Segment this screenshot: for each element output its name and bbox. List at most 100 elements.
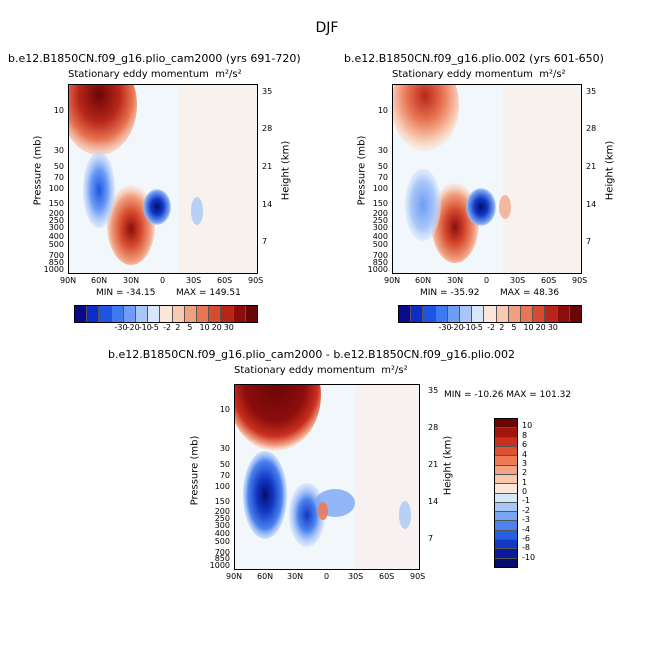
colorbar-swatch	[495, 512, 517, 522]
tick-label: 7	[428, 534, 434, 543]
panel-2-ylabel-right: Height (km)	[604, 140, 616, 201]
tick-label: 1000	[43, 265, 64, 274]
colorbar-swatch	[160, 306, 173, 322]
colorbar-swatch	[447, 306, 461, 322]
panel-1-units: m²/s²	[215, 69, 242, 80]
panel-3-ylabel-right: Height (km)	[442, 435, 454, 496]
colorbar-swatch	[495, 540, 517, 550]
panel-1-plot	[68, 84, 258, 274]
colorbar-swatch	[557, 306, 570, 322]
colorbar-swatch	[99, 306, 112, 322]
tick-label: 28	[428, 423, 439, 432]
tick-label: 35	[428, 386, 439, 395]
tick-label: 21	[262, 162, 273, 171]
colorbar-label: -3	[522, 515, 530, 525]
colorbar-swatch	[496, 306, 509, 322]
colorbar-swatch	[495, 493, 517, 503]
tick-label: 850	[48, 258, 64, 267]
panel-2-plot	[392, 84, 582, 274]
tick-label: 300	[214, 521, 230, 530]
colorbar-swatch	[495, 419, 517, 429]
panel-1-field	[69, 85, 257, 273]
colorbar-swatch	[569, 306, 582, 322]
tick-label: 90S	[410, 572, 426, 581]
colorbar-swatch	[136, 306, 149, 322]
tick-label: 500	[214, 537, 230, 546]
tick-label: 70	[219, 471, 230, 480]
colorbar-swatch	[460, 306, 473, 322]
colorbar-label: -4	[522, 524, 530, 534]
colorbar-label: 1	[522, 477, 528, 487]
tick-label: 30	[377, 146, 388, 155]
tick-label: 10	[53, 106, 64, 115]
tick-label: 30N	[123, 276, 140, 285]
colorbar-label: -20	[126, 323, 140, 332]
panel-2-lat-ticks: 90N 60N 30N 0 30S 60S 90S	[384, 276, 588, 288]
tick-label: 14	[428, 497, 439, 506]
panel-3-colorbar	[494, 418, 518, 568]
colorbar-label: -2	[487, 323, 496, 332]
colorbar-swatch	[111, 306, 124, 322]
panel-3-units: m²/s²	[381, 365, 408, 376]
tick-label: 200	[48, 209, 64, 218]
panel-1-lat-ticks: 90N 60N 30N 0 30S 60S 90S	[60, 276, 264, 288]
colorbar-label: -10	[138, 323, 152, 332]
colorbar-swatch	[495, 549, 517, 559]
tick-label: 30S	[348, 572, 364, 581]
tick-label: 35	[586, 87, 597, 96]
tick-label: 200	[214, 507, 230, 516]
tick-label: 30N	[447, 276, 464, 285]
colorbar-label: -30	[114, 323, 128, 332]
colorbar-swatch	[233, 306, 246, 322]
colorbar-swatch	[495, 474, 517, 485]
colorbar-swatch	[495, 437, 517, 447]
tick-label: 0	[324, 572, 330, 581]
colorbar-label: -10	[522, 552, 536, 562]
tick-label: 28	[586, 124, 597, 133]
tick-label: 1000	[367, 265, 388, 274]
colorbar-swatch	[172, 306, 185, 322]
panel-1-subtitle-text: Stationary eddy momentum	[68, 69, 209, 80]
tick-label: 300	[372, 223, 388, 232]
colorbar-label: 10	[523, 323, 534, 332]
colorbar-label: 4	[522, 449, 528, 459]
colorbar-label: 0	[522, 487, 528, 496]
panel-1-title: b.e12.B1850CN.f09_g16.plio_cam2000 (yrs …	[8, 52, 301, 65]
colorbar-swatch	[545, 306, 558, 322]
tick-label: 14	[262, 200, 273, 209]
tick-label: 90S	[572, 276, 588, 285]
tick-label: 0	[484, 276, 490, 285]
colorbar-label: -8	[522, 543, 530, 553]
panel-1-subtitle: Stationary eddy momentum m²/s²	[68, 69, 242, 80]
tick-label: 60N	[415, 276, 432, 285]
colorbar-label: 10	[199, 323, 210, 332]
tick-label: 400	[214, 529, 230, 538]
panel-2-max: MAX = 48.36	[500, 288, 560, 298]
panel-2-pressure-ticks: 10 30 50 70 100 150 200 250 300 400 500 …	[362, 84, 390, 274]
tick-label: 14	[586, 200, 597, 209]
colorbar-swatch	[184, 306, 198, 322]
colorbar-swatch	[495, 530, 517, 541]
panel-1-height-ticks: 35 28 21 14 7	[260, 84, 280, 272]
colorbar-swatch	[495, 502, 517, 513]
tick-label: 30N	[287, 572, 304, 581]
panel-3-minmax: MIN = -10.26 MAX = 101.32	[444, 390, 572, 400]
panel-3-lat-ticks: 90N 60N 30N 0 30S 60S 90S	[226, 572, 430, 584]
colorbar-swatch	[495, 428, 517, 438]
panel-1-colorbar-labels: -30 -20 -10 -5 -2 2 5 10 20 30	[74, 323, 256, 335]
tick-label: 7	[262, 237, 268, 246]
colorbar-label: -30	[438, 323, 452, 332]
tick-label: 850	[214, 554, 230, 563]
panel-2-subtitle: Stationary eddy momentum m²/s²	[392, 69, 566, 80]
tick-label: 100	[214, 482, 230, 491]
colorbar-swatch	[245, 306, 258, 322]
tick-label: 150	[372, 199, 388, 208]
tick-label: 200	[372, 209, 388, 218]
panel-1-max: MAX = 149.51	[176, 288, 241, 298]
tick-label: 500	[372, 240, 388, 249]
panel-1-pressure-ticks: 10 30 50 70 100 150 200 250 300 400 500 …	[38, 84, 66, 274]
panel-2-subtitle-text: Stationary eddy momentum	[392, 69, 533, 80]
tick-label: 30S	[510, 276, 526, 285]
colorbar-label: -10	[462, 323, 476, 332]
tick-label: 50	[219, 460, 230, 469]
